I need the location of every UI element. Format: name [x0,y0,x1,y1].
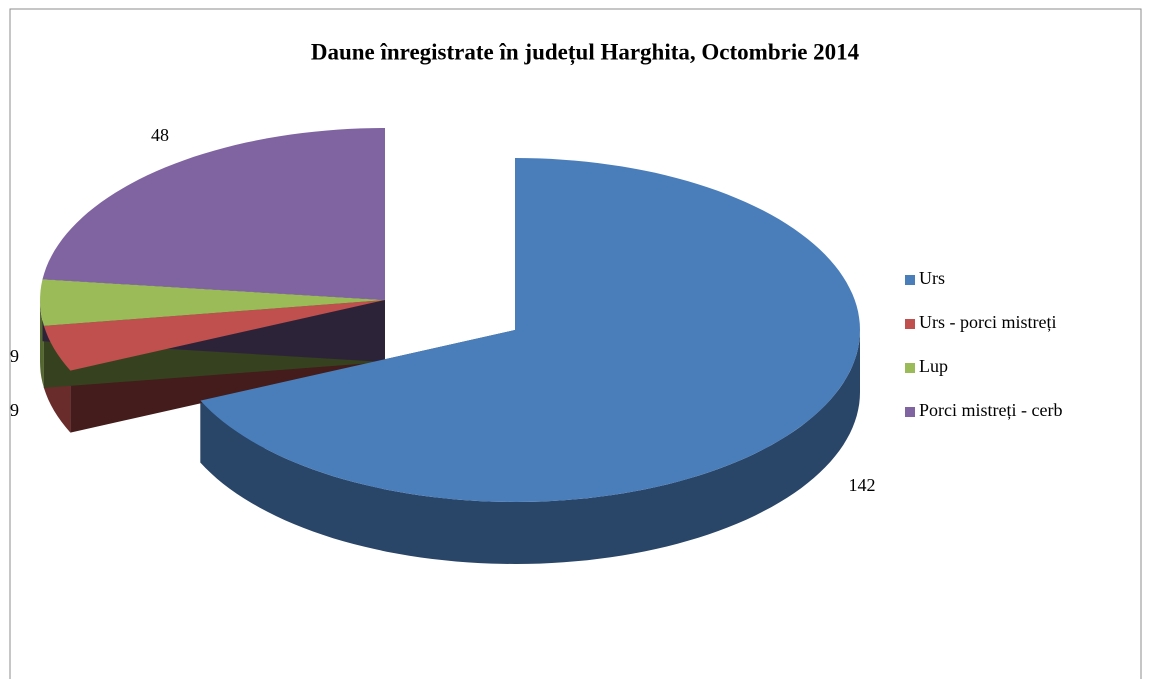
slice-rim [200,330,860,564]
pie-slice [43,300,386,371]
legend-swatch [905,363,915,373]
data-label: 48 [151,125,169,145]
slice-rim [40,300,44,388]
pie-slice [40,279,385,326]
legend-label: Urs [919,268,945,288]
pie-slice [42,128,385,300]
data-label: 9 [10,400,19,420]
chart-title: Daune înregistrate în județul Harghita, … [311,39,860,65]
legend-label: Lup [919,356,948,376]
pie-slice [200,158,860,502]
legend-label: Porci mistreți - cerb [919,400,1062,420]
data-label: 142 [849,475,876,495]
legend-swatch [905,319,915,329]
legend-swatch [905,407,915,417]
legend-label: Urs - porci mistreți [919,312,1056,332]
pie-tops [40,128,860,502]
data-label: 9 [10,346,19,366]
legend-swatch [905,275,915,285]
